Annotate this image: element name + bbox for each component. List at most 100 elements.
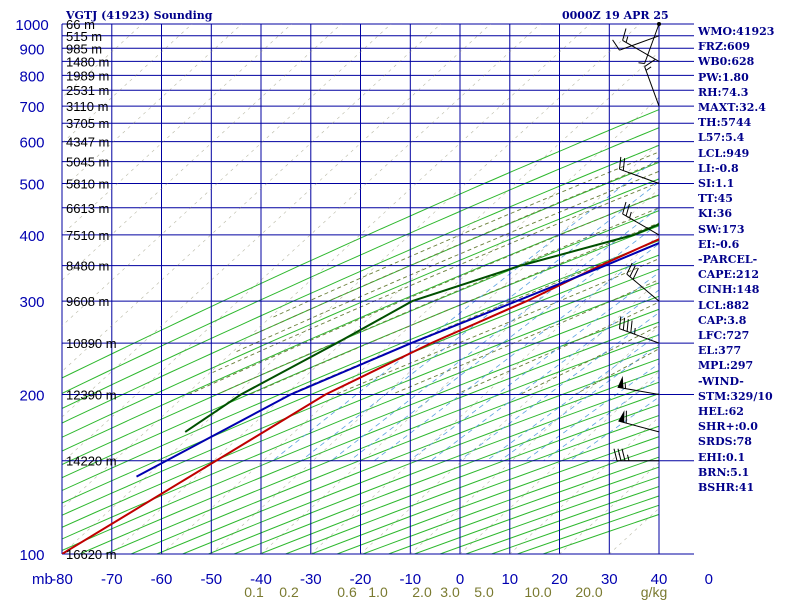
wind-barb-flag <box>621 448 626 461</box>
wind-barb <box>612 35 660 51</box>
temperature-tick-label: 40 <box>651 571 668 588</box>
sounding-index-item: EL:377 <box>698 344 742 358</box>
wind-barb-pennant <box>617 375 624 389</box>
moist-adiabat <box>249 222 659 395</box>
sounding-index-item: PW:1.80 <box>698 70 749 84</box>
wind-barb-staff <box>644 66 660 107</box>
sounding-index-item: TT:45 <box>698 192 733 206</box>
isotherm <box>459 370 659 554</box>
sounding-index-item: SI:1.1 <box>698 177 735 191</box>
wind-barb-pennant <box>618 410 625 423</box>
height-label: 14220 m <box>66 454 117 469</box>
temperature-tick-label: -80 <box>51 571 73 588</box>
wind-barb-half-flag <box>634 327 636 335</box>
height-label: 985 m <box>66 41 102 56</box>
wind-barb-staff <box>619 168 660 184</box>
pressure-tick-label: 800 <box>19 68 44 85</box>
sounding-index-item: RH:74.3 <box>698 85 749 99</box>
dry-adiabat <box>62 144 659 410</box>
height-label: 7510 m <box>66 228 109 243</box>
wind-barb-flag <box>626 319 629 332</box>
moist-adiabat <box>254 160 659 335</box>
height-label: 66 m <box>66 17 95 32</box>
wind-barb-staff <box>619 328 660 344</box>
mixing-ratio-label: 5.0 <box>474 584 494 600</box>
dry-adiabat <box>62 127 659 395</box>
wind-barb-staff <box>622 213 660 236</box>
sounding-index-item: CAP:3.8 <box>698 313 747 327</box>
moist-adiabat <box>188 193 659 395</box>
moist-adiabat-lines <box>188 151 659 395</box>
wind-barb-flag <box>613 448 618 461</box>
wind-barb-half-flag <box>625 36 629 43</box>
sounding-index-item: EHI:0.1 <box>698 450 746 464</box>
station-title: VGTJ (41923) Sounding <box>66 9 213 22</box>
temperature-tick-label: 0 <box>705 571 713 588</box>
wind-barb-flag <box>619 316 622 329</box>
height-label: 5045 m <box>66 155 109 170</box>
mixing-ratio-label: 0.2 <box>279 584 299 600</box>
height-label: 515 m <box>66 29 102 44</box>
dry-adiabat <box>62 282 659 528</box>
sounding-index-item: CAPE:212 <box>698 268 759 282</box>
dewpoint-profile <box>184 223 659 433</box>
height-label: 6613 m <box>66 201 109 216</box>
pressure-gridlines <box>62 23 694 555</box>
sounding-index-item: FRZ:609 <box>698 40 751 54</box>
temperature-tick-label: -30 <box>300 571 322 588</box>
wind-barb <box>617 375 660 395</box>
wind-barb-flag <box>622 201 627 215</box>
height-label: 4347 m <box>66 135 109 150</box>
pressure-tick-label: 900 <box>19 41 44 58</box>
wind-barb-flag <box>622 317 626 331</box>
mixing-ratio-label: 3.0 <box>440 584 460 600</box>
dry-adiabat <box>62 308 659 552</box>
dry-adiabat <box>62 225 659 479</box>
wind-barbs <box>612 22 661 462</box>
height-label: 3110 m <box>66 99 108 114</box>
wind-barb-half-flag <box>645 66 652 71</box>
temperature-tick-label: 0 <box>456 571 464 588</box>
isotherm <box>310 234 659 554</box>
wind-barb-flag <box>630 320 633 333</box>
wind-barb-half-flag <box>627 454 630 461</box>
wind-barb <box>638 23 660 64</box>
wind-barb-staff <box>618 420 660 433</box>
isotherm <box>62 24 342 281</box>
pressure-tick-label: 500 <box>19 177 44 194</box>
pressure-tick-label: 600 <box>19 135 44 152</box>
wind-barb-flag <box>625 203 630 217</box>
isotherm-lines <box>62 24 659 554</box>
temperature-tick-label: -70 <box>101 571 123 588</box>
isotherm <box>509 416 659 554</box>
mixing-ratio-label: 2.0 <box>412 584 432 600</box>
dry-adiabat <box>62 254 659 504</box>
isotherm <box>559 462 659 554</box>
sounding-index-item: -WIND- <box>698 374 744 388</box>
wind-barb-staff <box>619 35 660 51</box>
wind-barb-flag <box>617 448 622 461</box>
wind-barb <box>626 262 660 302</box>
height-label: 1480 m <box>66 54 109 69</box>
pressure-tick-label: 1000 <box>15 17 48 34</box>
pressure-tick-label: 100 <box>19 547 44 564</box>
wind-barb-flag <box>622 28 627 41</box>
dry-adiabat <box>79 321 659 554</box>
mixing-ratio-label: 0.1 <box>244 584 264 600</box>
sounding-index-item: WB0:628 <box>698 55 755 69</box>
dry-adiabat <box>105 334 659 554</box>
pressure-tick-label: 200 <box>19 388 44 405</box>
sounding-index-item: TH:5744 <box>698 116 752 130</box>
dry-adiabat <box>62 161 659 424</box>
wind-barb-staff <box>622 39 660 62</box>
isotherm <box>360 279 659 554</box>
temperature-tick-label: -60 <box>151 571 173 588</box>
height-label: 3705 m <box>66 116 109 131</box>
height-label: 10890 m <box>66 336 117 351</box>
height-label: 12390 m <box>66 388 117 403</box>
dry-adiabat <box>62 295 659 540</box>
sounding-index-item: EI:-0.6 <box>698 237 740 251</box>
sounding-index-item: HEL:62 <box>698 405 744 419</box>
dry-adiabat <box>62 194 659 452</box>
